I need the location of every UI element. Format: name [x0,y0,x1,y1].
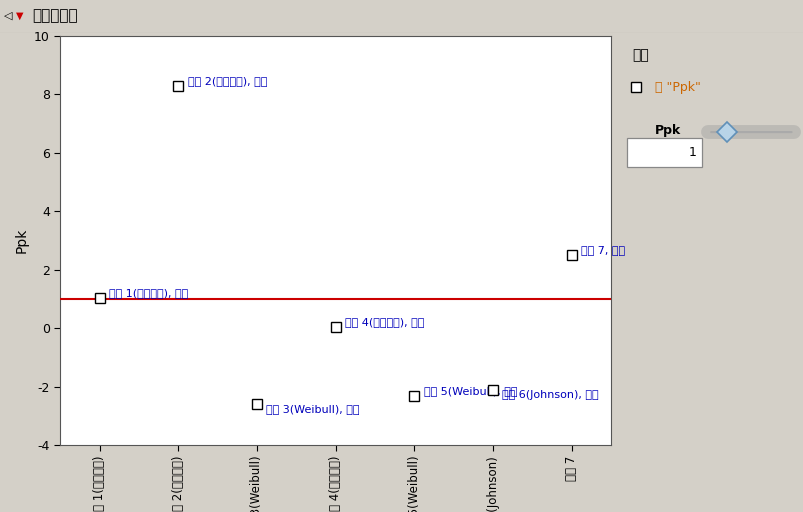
Text: 图例: 图例 [631,48,648,62]
Y-axis label: Ppk: Ppk [14,228,28,253]
Text: 过程 4(对数正态), 总体: 过程 4(对数正态), 总体 [344,317,424,327]
Text: 过程 3(Weibull), 总体: 过程 3(Weibull), 总体 [266,404,360,415]
Text: Ppk: Ppk [654,123,680,137]
Text: 总 "Ppk": 总 "Ppk" [654,80,699,94]
Text: 过程 2(对数正态), 总体: 过程 2(对数正态), 总体 [188,76,267,86]
Text: 过程 5(Weibull), 总体: 过程 5(Weibull), 总体 [423,386,516,396]
Text: 过程 7, 总体: 过程 7, 总体 [581,245,625,255]
Text: ▼: ▼ [16,11,23,21]
Text: 能力指标图: 能力指标图 [32,9,78,24]
FancyBboxPatch shape [626,138,701,167]
Text: 过程 6(Johnson), 总体: 过程 6(Johnson), 总体 [502,390,598,400]
Text: 过程 1(对数正态), 总体: 过程 1(对数正态), 总体 [109,288,188,297]
Text: ◁: ◁ [4,11,13,21]
Text: 1: 1 [688,146,696,159]
